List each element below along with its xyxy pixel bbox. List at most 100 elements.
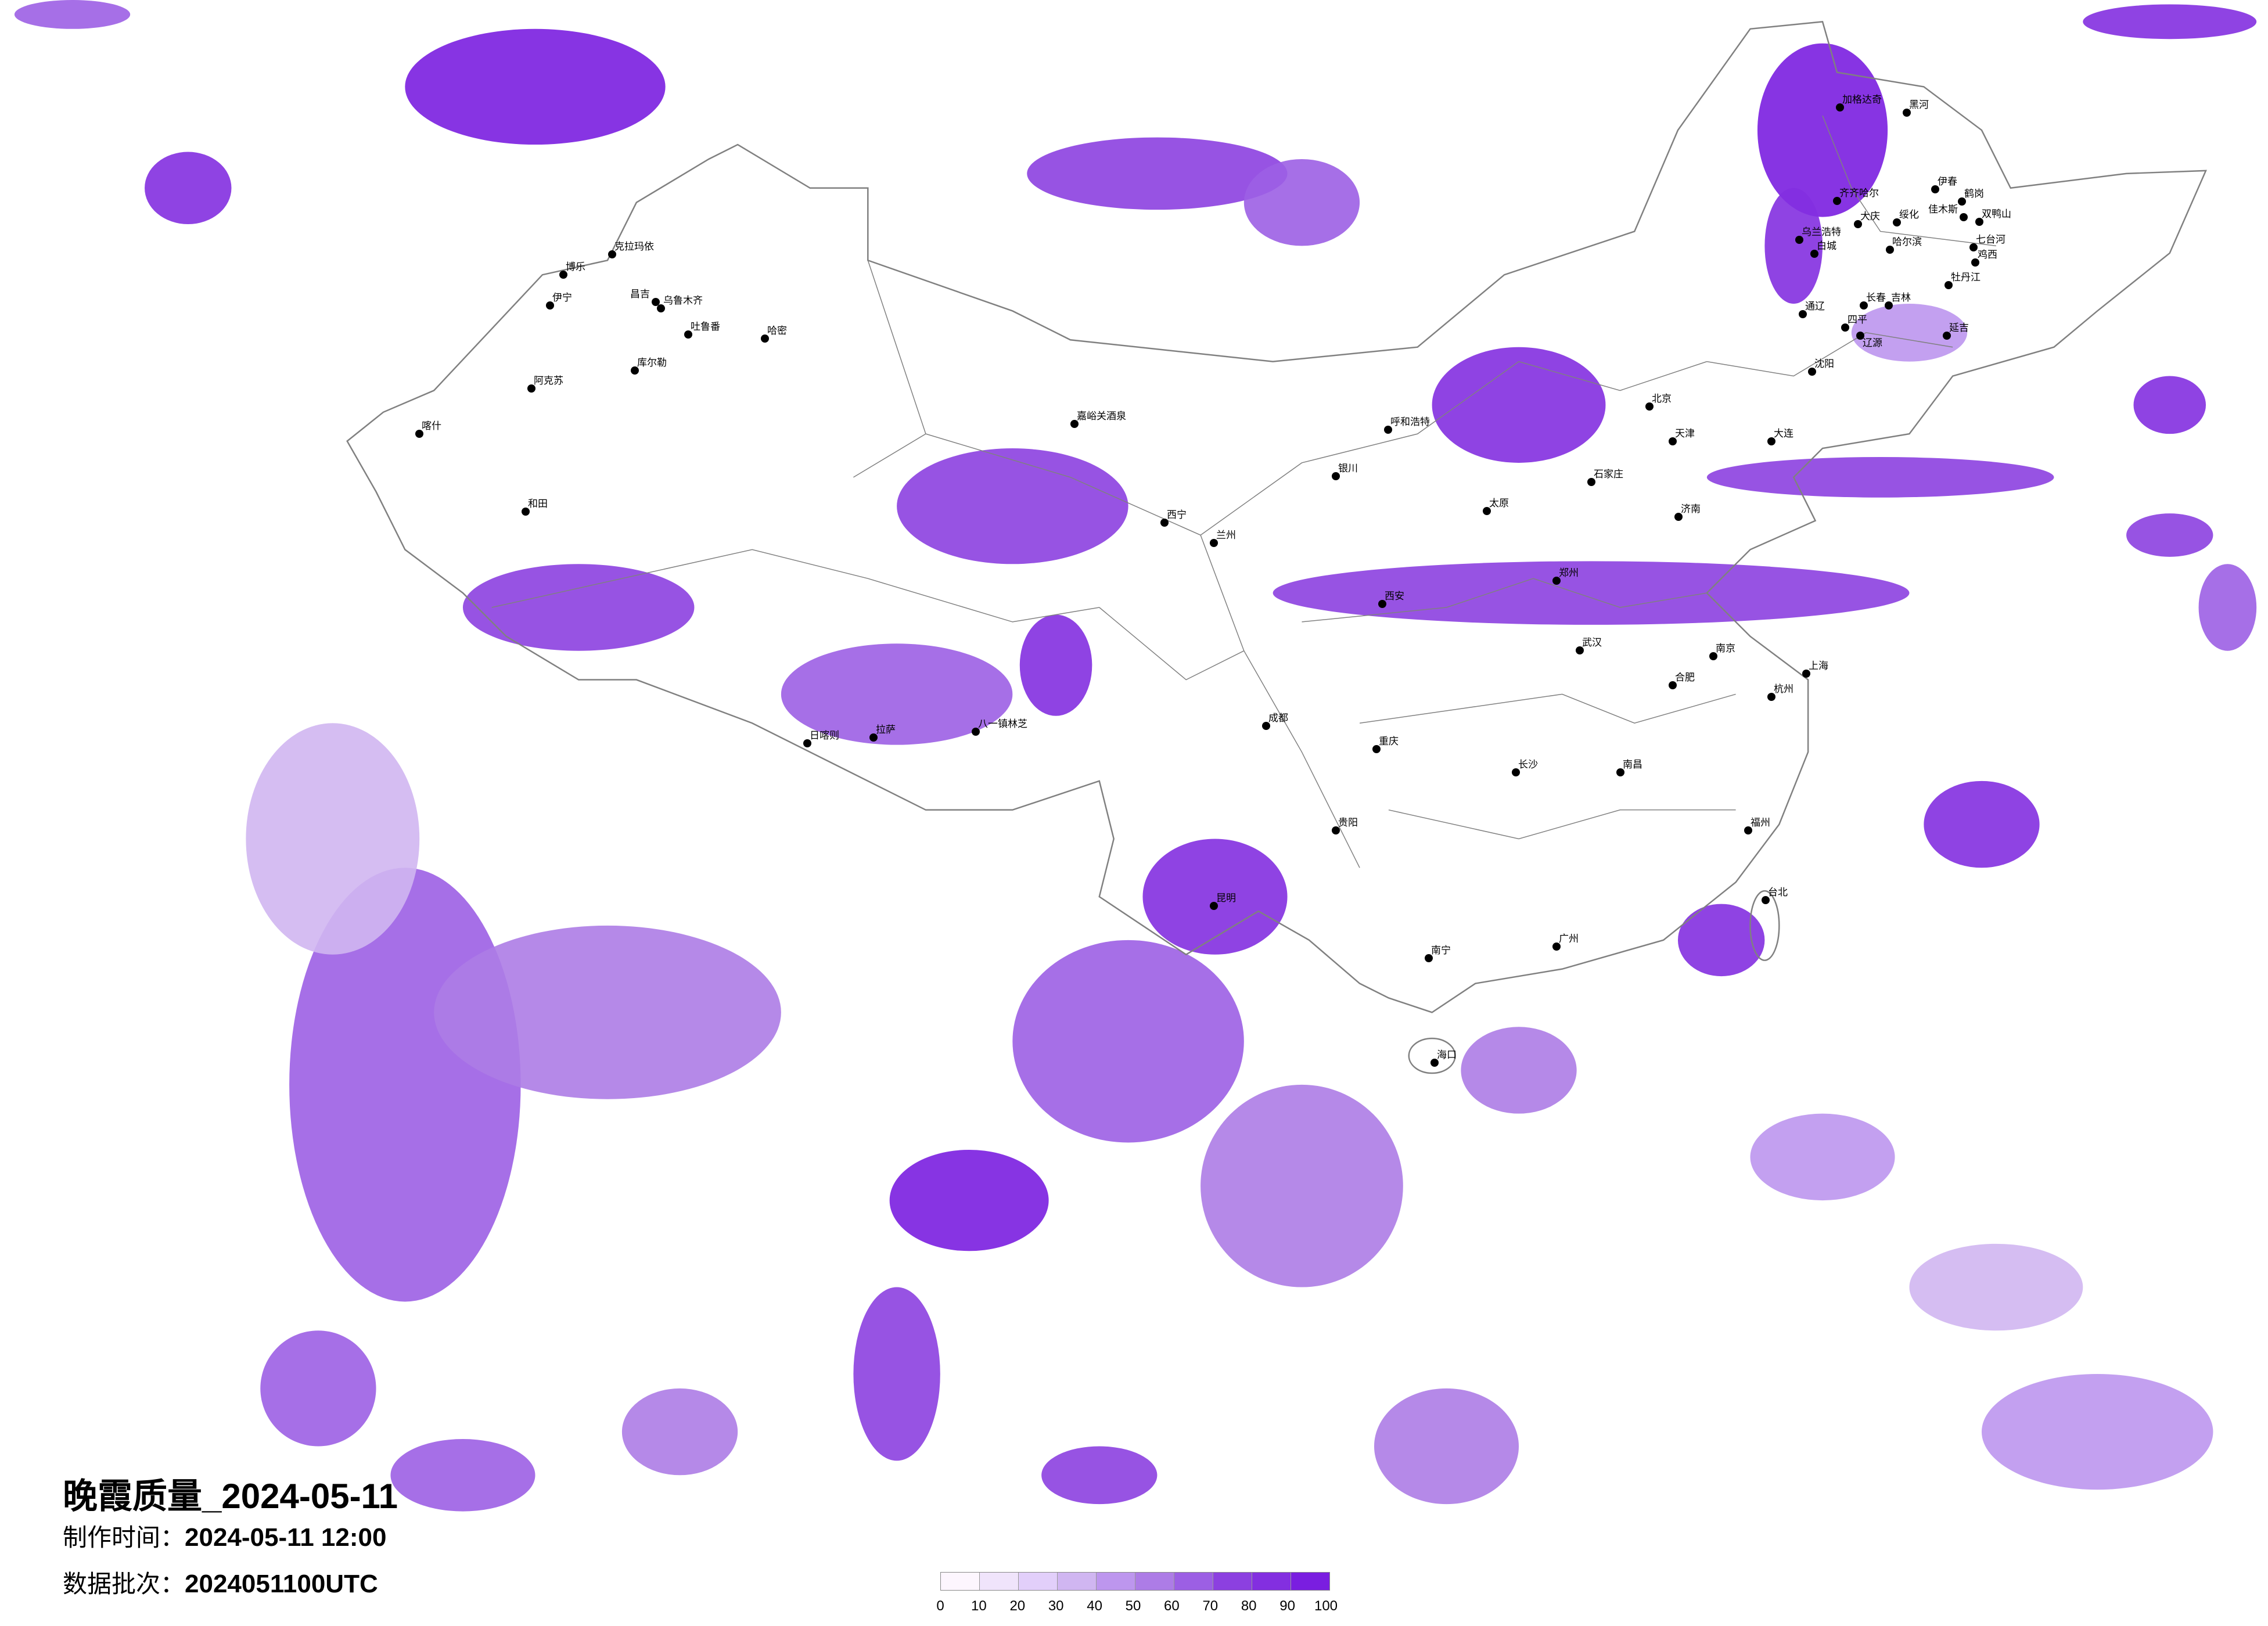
city-marker: 天津 (1669, 428, 1695, 445)
city-label: 阿克苏 (534, 375, 563, 387)
city-marker: 南昌 (1616, 759, 1642, 776)
taiwan-outline (1749, 890, 1780, 961)
city-dot (1645, 402, 1654, 411)
city-dot (1885, 301, 1893, 310)
quality-patch (1432, 347, 1606, 463)
city-marker: 和田 (522, 498, 548, 516)
city-label: 加格达奇 (1842, 94, 1882, 106)
city-label: 四平 (1848, 314, 1867, 326)
city-label: 绥化 (1899, 209, 1919, 221)
quality-patch (1027, 137, 1288, 210)
quality-patch (405, 28, 666, 145)
city-dot (1903, 109, 1911, 117)
city-label: 长沙 (1518, 759, 1538, 771)
city-label: 辽源 (1863, 337, 1882, 349)
legend-tick-label: 100 (1314, 1598, 1338, 1614)
city-dot (1744, 826, 1752, 834)
city-marker: 杭州 (1767, 684, 1793, 701)
city-label: 拉萨 (876, 724, 896, 736)
legend-tick-label: 50 (1125, 1598, 1141, 1614)
quality-patch (246, 723, 420, 955)
city-dot (869, 733, 878, 742)
city-marker: 加格达奇 (1836, 94, 1882, 111)
production-time-label: 制作时间： (63, 1523, 185, 1552)
city-marker: 七台河 (1969, 234, 2005, 251)
city-dot (1669, 437, 1677, 445)
city-dot (1576, 646, 1584, 654)
quality-patch (1142, 839, 1288, 955)
legend-tick-label: 70 (1202, 1598, 1219, 1614)
city-marker: 昌吉 (630, 289, 660, 306)
city-marker: 白城 (1810, 240, 1836, 258)
data-batch: 数据批次：2024051100UTC (63, 1564, 378, 1600)
city-marker: 北京 (1645, 393, 1672, 411)
quality-patch (14, 0, 131, 29)
city-dot (1674, 513, 1683, 521)
city-label: 和田 (528, 498, 548, 510)
city-dot (415, 430, 423, 438)
map-title: 晚霞质量_2024-05-11 (63, 1477, 398, 1516)
quality-patch (621, 1388, 738, 1476)
city-marker: 南京 (1709, 643, 1735, 660)
city-label: 延吉 (1949, 322, 1969, 334)
city-label: 太原 (1489, 498, 1509, 509)
city-label: 杭州 (1774, 684, 1793, 695)
city-dot (1856, 332, 1864, 340)
city-label: 武汉 (1582, 637, 1602, 649)
city-dot (1969, 243, 1978, 251)
city-dot (1709, 652, 1717, 660)
city-marker: 乌兰浩特 (1795, 226, 1841, 244)
city-label: 白城 (1817, 240, 1836, 252)
city-label: 牡丹江 (1951, 272, 1981, 283)
city-marker: 哈尔滨 (1886, 236, 1922, 254)
city-label: 西安 (1385, 591, 1404, 602)
quality-patch (1750, 1113, 1895, 1201)
city-dot (1210, 902, 1218, 910)
quality-patch (2083, 4, 2257, 39)
city-marker: 拉萨 (869, 724, 896, 742)
city-label: 黑河 (1909, 99, 1929, 111)
city-label: 哈密 (767, 325, 787, 337)
city-dot (1836, 103, 1844, 111)
quality-patch (889, 1149, 1049, 1251)
city-marker: 大连 (1767, 428, 1793, 445)
city-label: 重庆 (1379, 736, 1399, 747)
quality-patch (1374, 1388, 1519, 1505)
city-dot (527, 384, 535, 393)
city-dot (1841, 323, 1849, 332)
quality-patch (1764, 188, 1823, 304)
city-marker: 呼和浩特 (1384, 416, 1430, 434)
china-outline (346, 21, 2207, 1013)
city-dot (1378, 600, 1386, 608)
quality-patch (2133, 376, 2206, 434)
city-marker: 佳木斯 (1928, 204, 1968, 221)
city-dot (546, 301, 554, 310)
city-label: 七台河 (1976, 234, 2005, 246)
color-legend (940, 1572, 1330, 1591)
city-dot (1960, 213, 1968, 221)
city-dot (761, 334, 769, 343)
city-label: 吐鲁番 (691, 321, 720, 333)
quality-patch (2198, 564, 2257, 651)
glow-quality-field (14, 0, 2257, 1512)
city-label: 嘉峪关酒泉 (1077, 411, 1126, 422)
city-label: 双鸭山 (1982, 208, 2011, 220)
legend-tick-label: 30 (1048, 1598, 1064, 1614)
quality-patch (1757, 43, 1888, 217)
production-time: 制作时间：2024-05-11 12:00 (63, 1518, 386, 1553)
city-label: 鹤岗 (1964, 188, 1984, 200)
city-marker: 福州 (1744, 817, 1770, 834)
legend-swatch (1019, 1573, 1058, 1590)
legend-swatch (1213, 1573, 1252, 1590)
quality-patch (781, 643, 1013, 745)
city-label: 伊春 (1938, 176, 1957, 188)
city-dot (1931, 185, 1939, 193)
city-label: 吉林 (1891, 292, 1911, 304)
quality-patch (1706, 456, 2054, 498)
city-marker: 库尔勒 (631, 357, 667, 375)
city-marker: 沈阳 (1808, 358, 1834, 376)
legend-swatch (1097, 1573, 1135, 1590)
quality-patch (1041, 1446, 1158, 1505)
city-dot (608, 250, 616, 258)
